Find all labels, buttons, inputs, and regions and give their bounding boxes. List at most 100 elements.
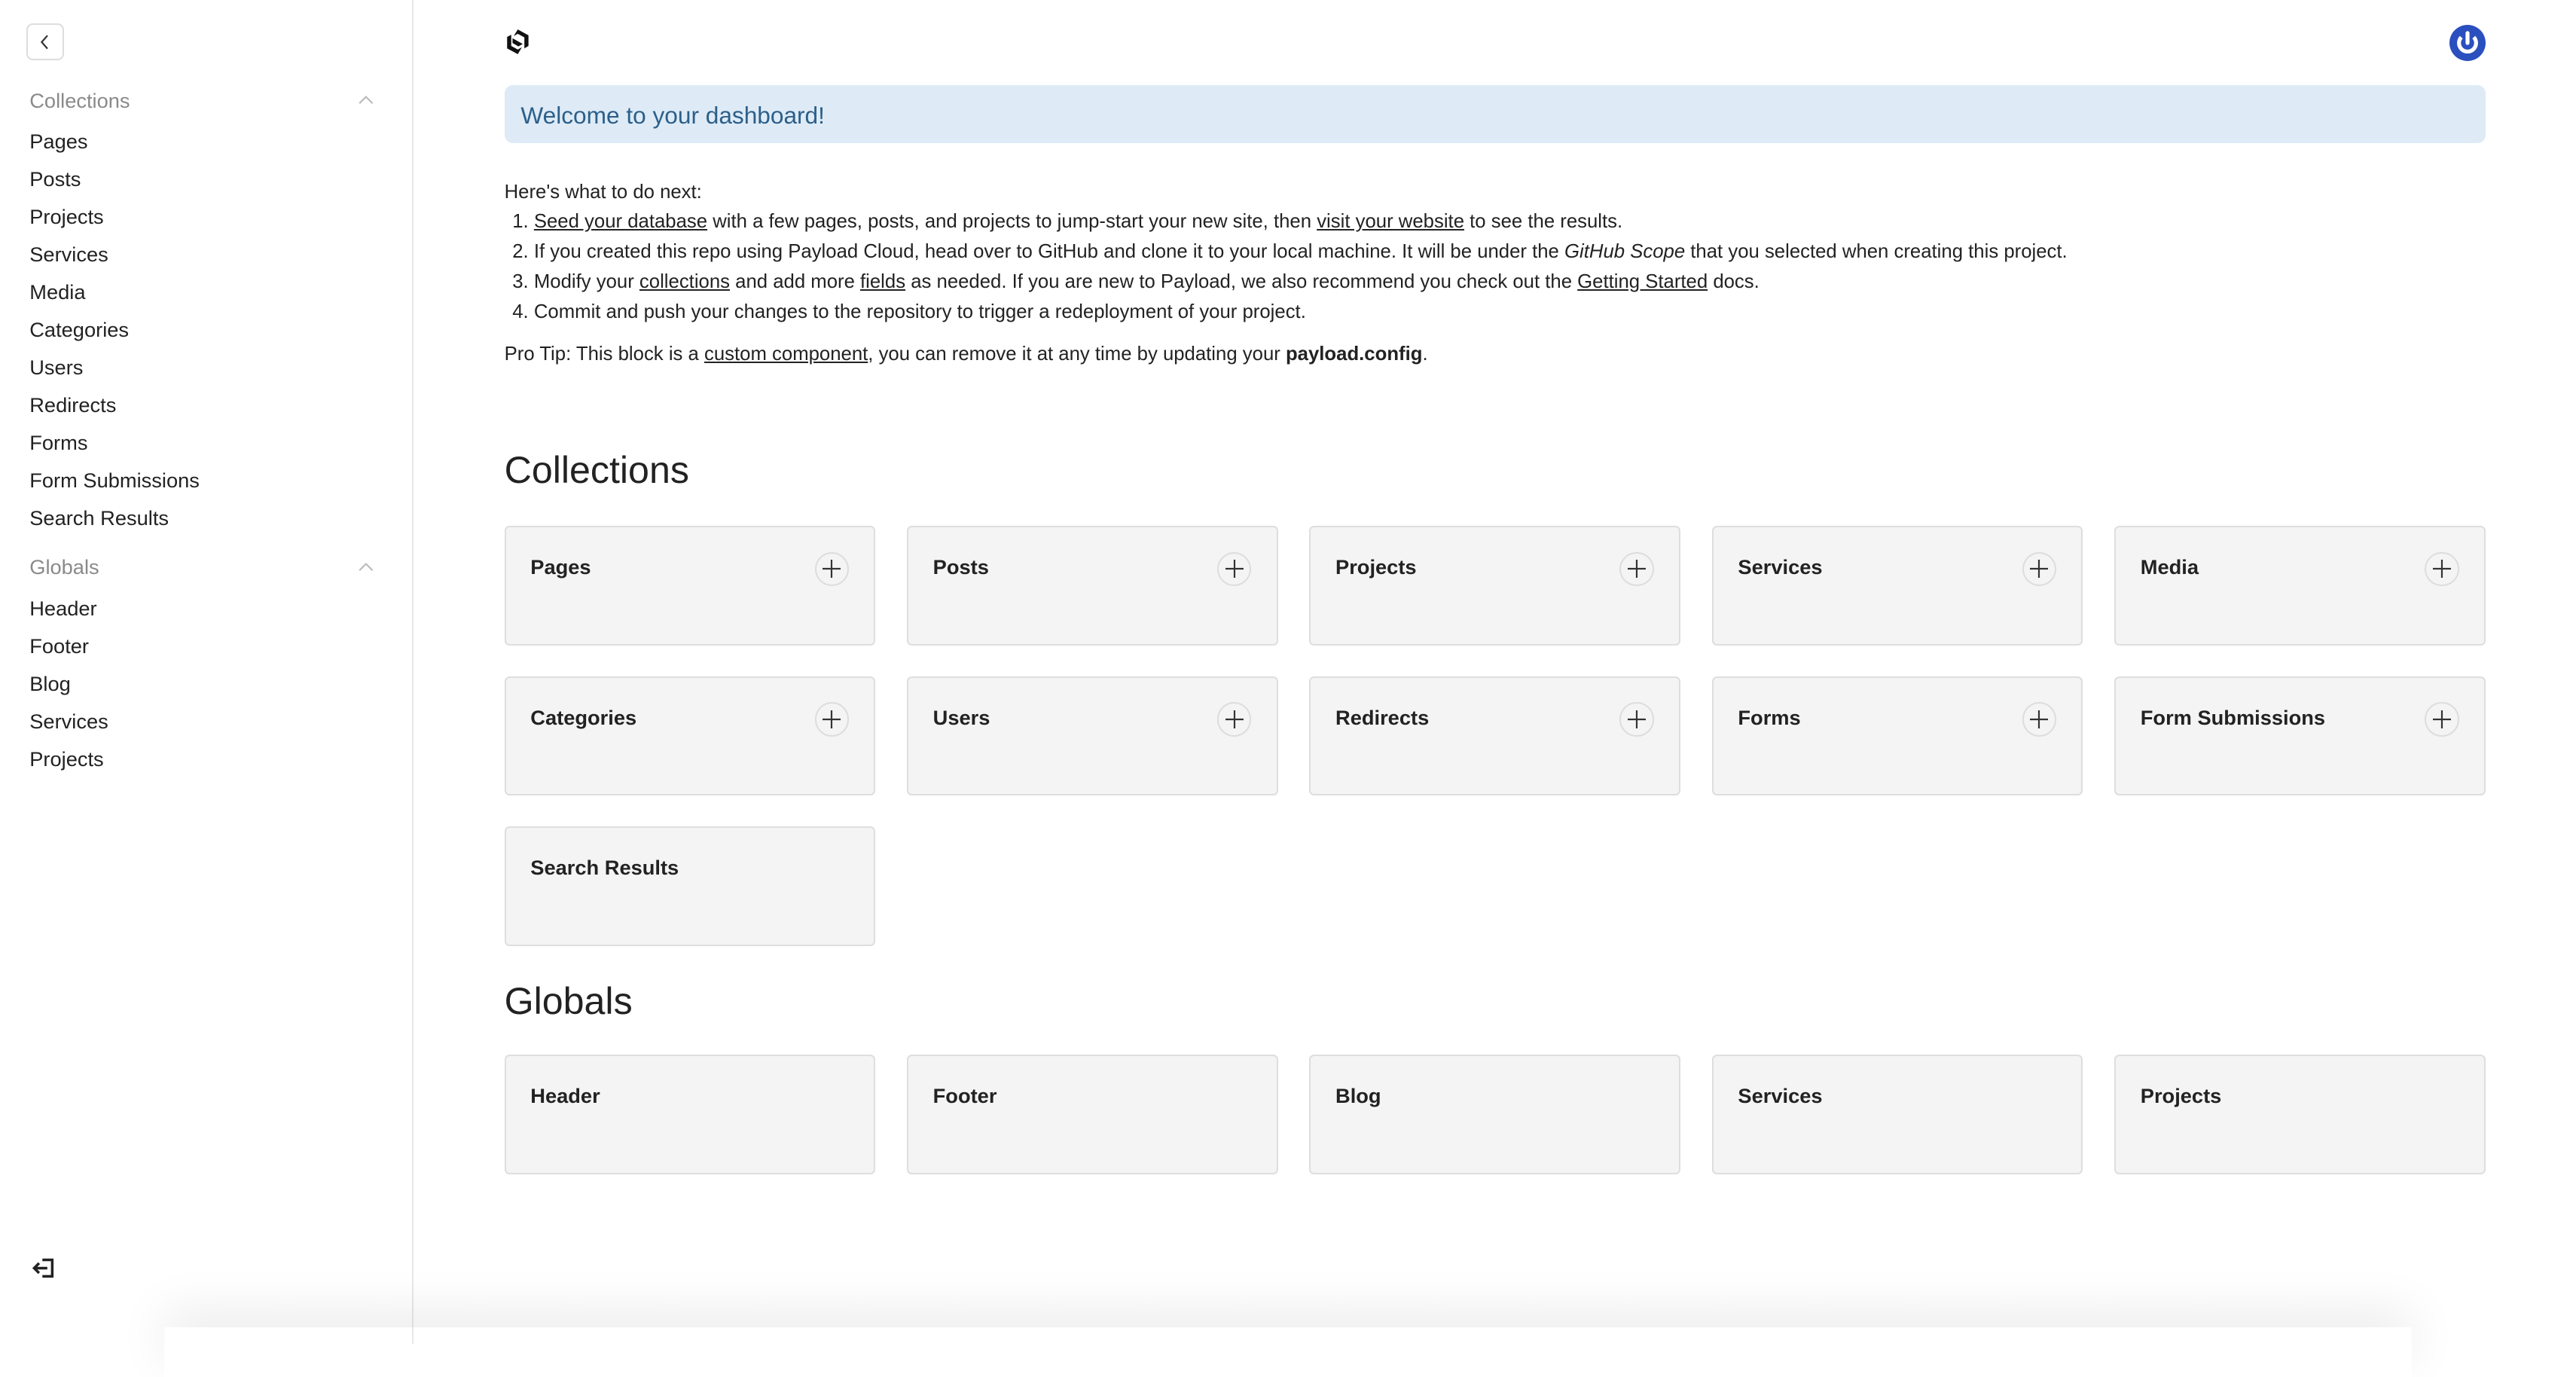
sidebar-global-blog[interactable]: Blog	[29, 671, 71, 695]
sidebar-item-search-results[interactable]: Search Results	[29, 505, 169, 530]
text-segment: If you created this repo using Payload C…	[533, 241, 1565, 263]
sidebar-global-services[interactable]: Services	[29, 709, 108, 733]
global-card-footer[interactable]: Footer	[906, 1055, 1278, 1175]
welcome-banner: Welcome to your dashboard!	[504, 85, 2486, 143]
custom-component-link[interactable]: custom component	[704, 343, 868, 365]
collection-card-title: Users	[932, 705, 990, 729]
sidebar-item-redirects[interactable]: Redirects	[29, 392, 117, 417]
globals-heading: Globals	[504, 979, 633, 1022]
chevron-up-icon[interactable]	[358, 92, 374, 108]
text-segment: docs.	[1708, 271, 1760, 293]
text-segment: Pro Tip: This block is a	[504, 343, 704, 365]
sidebar-global-header[interactable]: Header	[29, 596, 97, 620]
sidebar-item-forms[interactable]: Forms	[29, 430, 88, 454]
seed-your-database-link[interactable]: Seed your database	[533, 211, 708, 233]
sidebar-item-media[interactable]: Media	[29, 280, 86, 304]
add-users-button[interactable]	[1217, 702, 1252, 737]
add-services-button[interactable]	[2022, 551, 2057, 587]
steps-list: Seed your database with a few pages, pos…	[505, 207, 2068, 328]
text-segment: , you can remove it at any time by updat…	[868, 343, 1286, 365]
payload-logo-icon[interactable]	[505, 28, 531, 56]
text-segment: with a few pages, posts, and projects to…	[707, 211, 1317, 233]
add-pages-button[interactable]	[814, 551, 850, 587]
collection-card-title: Categories	[530, 705, 637, 729]
global-card-title: Services	[1738, 1084, 1823, 1108]
plus-icon	[2030, 710, 2049, 728]
emphasis-text: GitHub Scope	[1564, 241, 1686, 263]
collection-card-forms[interactable]: Forms	[1711, 676, 2083, 796]
collections-heading: Collections	[504, 449, 689, 492]
collection-card-title: Forms	[1738, 705, 1801, 729]
sidebar-item-projects[interactable]: Projects	[29, 205, 104, 229]
getting-started-link[interactable]: Getting Started	[1577, 271, 1708, 293]
collapse-sidebar-button[interactable]	[26, 23, 64, 61]
add-posts-button[interactable]	[1217, 551, 1252, 587]
collection-card-services[interactable]: Services	[1711, 525, 2083, 646]
visit-your-website-link[interactable]: visit your website	[1317, 211, 1465, 233]
global-card-services[interactable]: Services	[1711, 1055, 2083, 1175]
collections-link[interactable]: collections	[639, 271, 731, 293]
sidebar-item-form-submissions[interactable]: Form Submissions	[29, 468, 200, 492]
collection-card-categories[interactable]: Categories	[504, 676, 876, 796]
collection-card-projects[interactable]: Projects	[1309, 525, 1680, 646]
collection-card-title: Projects	[1335, 555, 1417, 579]
text-segment: that you selected when creating this pro…	[1685, 241, 2068, 263]
add-redirects-button[interactable]	[1619, 702, 1654, 737]
sidebar-item-pages[interactable]: Pages	[29, 130, 88, 154]
plus-icon	[1628, 710, 1647, 728]
plus-icon	[1628, 560, 1647, 579]
fields-link[interactable]: fields	[860, 271, 906, 293]
global-card-projects[interactable]: Projects	[2114, 1055, 2486, 1175]
plus-icon	[1225, 560, 1244, 579]
collection-card-title: Search Results	[530, 856, 679, 880]
collection-card-redirects[interactable]: Redirects	[1309, 676, 1680, 796]
text-segment: to see the results.	[1464, 211, 1623, 233]
plus-icon	[823, 710, 841, 728]
plus-icon	[2030, 560, 2049, 579]
bottom-shadow	[164, 1327, 2412, 1376]
step-item: If you created this repo using Payload C…	[534, 237, 2068, 267]
step-item: Seed your database with a few pages, pos…	[534, 207, 2068, 237]
sidebar-item-posts[interactable]: Posts	[29, 167, 81, 191]
sidebar-item-users[interactable]: Users	[29, 355, 84, 379]
global-card-blog[interactable]: Blog	[1309, 1055, 1680, 1175]
collection-card-title: Pages	[530, 555, 591, 579]
collection-card-title: Services	[1738, 555, 1823, 579]
sidebar-global-footer[interactable]: Footer	[29, 634, 90, 658]
add-categories-button[interactable]	[814, 702, 850, 737]
collection-card-media[interactable]: Media	[2114, 525, 2486, 646]
global-card-header[interactable]: Header	[504, 1055, 876, 1175]
logout-icon[interactable]	[31, 1255, 57, 1281]
global-card-title: Projects	[2140, 1084, 2222, 1108]
collection-card-users[interactable]: Users	[906, 676, 1278, 796]
sidebar-item-services[interactable]: Services	[29, 243, 108, 267]
add-forms-button[interactable]	[2022, 702, 2057, 737]
bold-text: payload.config	[1285, 343, 1423, 365]
pro-tip: Pro Tip: This block is a custom componen…	[505, 343, 1428, 365]
sidebar-item-categories[interactable]: Categories	[29, 318, 130, 342]
text-segment: Modify your	[533, 271, 639, 293]
collection-card-search-results[interactable]: Search Results	[504, 826, 876, 946]
collection-card-posts[interactable]: Posts	[906, 525, 1278, 646]
collection-card-title: Form Submissions	[2140, 705, 2326, 729]
chevron-left-icon	[40, 34, 48, 49]
collection-card-title: Posts	[932, 555, 989, 579]
add-projects-button[interactable]	[1619, 551, 1654, 587]
global-card-title: Header	[530, 1084, 600, 1108]
add-form-submissions-button[interactable]	[2425, 702, 2459, 737]
collection-card-form-submissions[interactable]: Form Submissions	[2114, 676, 2486, 796]
account-icon[interactable]	[2449, 24, 2486, 61]
sidebar-global-projects[interactable]: Projects	[29, 747, 104, 771]
collection-card-pages[interactable]: Pages	[504, 525, 876, 646]
add-media-button[interactable]	[2425, 551, 2459, 587]
chevron-up-icon[interactable]	[358, 559, 374, 576]
globals-group-label[interactable]: Globals	[29, 555, 99, 579]
sidebar: Collections Pages Posts Projects Services Me…	[0, 0, 414, 1345]
collection-card-title: Redirects	[1335, 705, 1430, 729]
text-segment: as needed. If you are new to Payload, we…	[905, 271, 1578, 293]
plus-icon	[2432, 710, 2451, 728]
collections-group-label[interactable]: Collections	[29, 88, 130, 112]
text-segment: and add more	[730, 271, 861, 293]
collection-card-title: Media	[2140, 555, 2199, 579]
intro-block: Here's what to do next: Seed your databa…	[505, 178, 2068, 328]
